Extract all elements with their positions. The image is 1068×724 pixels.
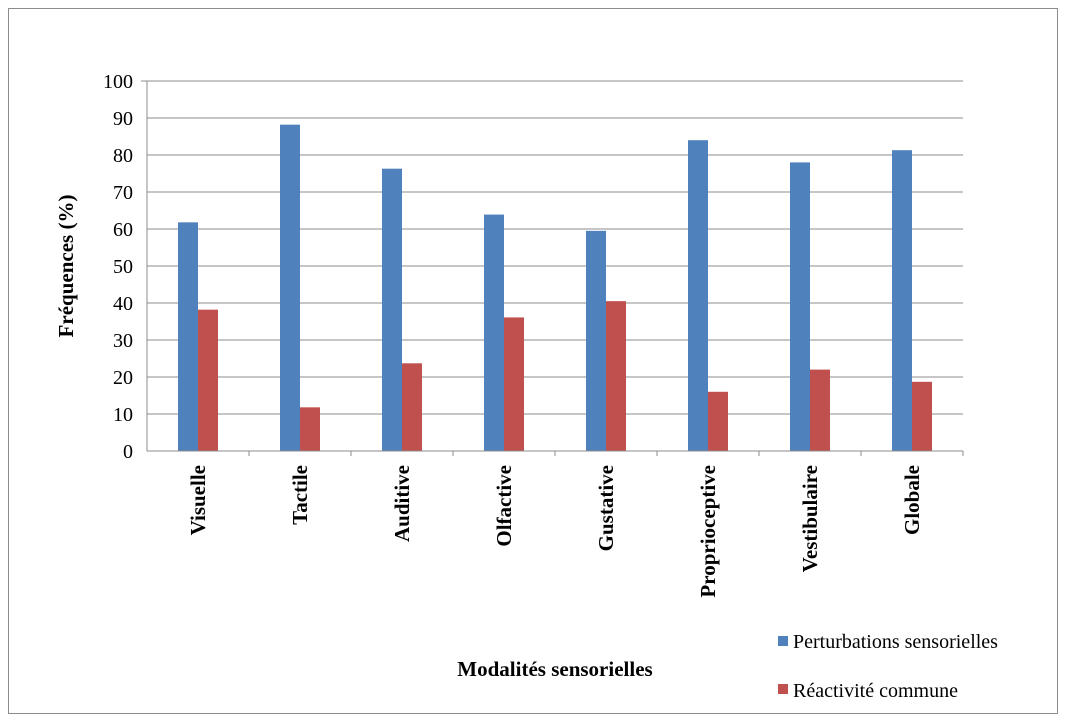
legend-swatch-reactivite (778, 684, 788, 694)
x-category-label: Auditive (390, 465, 414, 542)
bar-perturbations-auditive (382, 168, 402, 451)
bar-perturbations-visuelle (178, 222, 198, 451)
legend: Perturbations sensorielles Réactivité co… (778, 631, 998, 702)
y-tick-label: 70 (113, 182, 133, 204)
gridlines (147, 80, 963, 415)
y-axis-title: Fréquences (%) (54, 195, 78, 338)
x-category-label: Visuelle (186, 465, 210, 535)
x-category-labels: Visuelle Tactile Auditive Olfactive Gustativ… (186, 465, 924, 598)
y-tick-label: 10 (113, 404, 133, 426)
y-tick-label: 30 (113, 330, 133, 352)
bar-perturbations-gustative (586, 230, 606, 451)
x-category-label: Olfactive (492, 465, 516, 547)
x-category-label: Vestibulaire (798, 465, 822, 572)
y-tick-label: 80 (113, 145, 133, 167)
x-category-label: Gustative (594, 465, 618, 551)
y-tick-label: 100 (103, 71, 133, 93)
bar-reactivite-vestibulaire (810, 369, 830, 451)
bar-reactivite-globale (912, 381, 932, 451)
y-tick-label: 0 (123, 441, 133, 463)
y-tick-label: 20 (113, 367, 133, 389)
bar-reactivite-olfactive (504, 317, 524, 451)
bar-perturbations-olfactive (484, 214, 504, 451)
bar-reactivite-visuelle (198, 309, 218, 451)
y-tick-label: 90 (113, 108, 133, 130)
y-tick-labels: 0 10 20 30 40 50 60 70 80 90 100 (103, 71, 133, 463)
x-category-label: Tactile (288, 465, 312, 525)
y-tick-label: 60 (113, 219, 133, 241)
bar-perturbations-globale (892, 150, 912, 451)
bar-reactivite-gustative (606, 301, 626, 451)
x-category-label: Proprioceptive (696, 465, 720, 598)
x-axis-title: Modalités sensorielles (457, 657, 652, 681)
bar-reactivite-auditive (402, 363, 422, 451)
legend-label-reactivite: Réactivité commune (793, 680, 958, 702)
y-tick-label: 50 (113, 256, 133, 278)
x-category-label: Globale (900, 465, 924, 535)
bars (178, 124, 932, 451)
legend-swatch-perturbations (778, 636, 788, 646)
bar-reactivite-proprioceptive (708, 391, 728, 451)
legend-label-perturbations: Perturbations sensorielles (793, 631, 998, 653)
bar-perturbations-vestibulaire (790, 162, 810, 451)
bar-perturbations-tactile (280, 124, 300, 451)
axes (141, 80, 964, 456)
bar-reactivite-tactile (300, 407, 320, 451)
y-tick-label: 40 (113, 293, 133, 315)
bar-perturbations-proprioceptive (688, 140, 708, 451)
